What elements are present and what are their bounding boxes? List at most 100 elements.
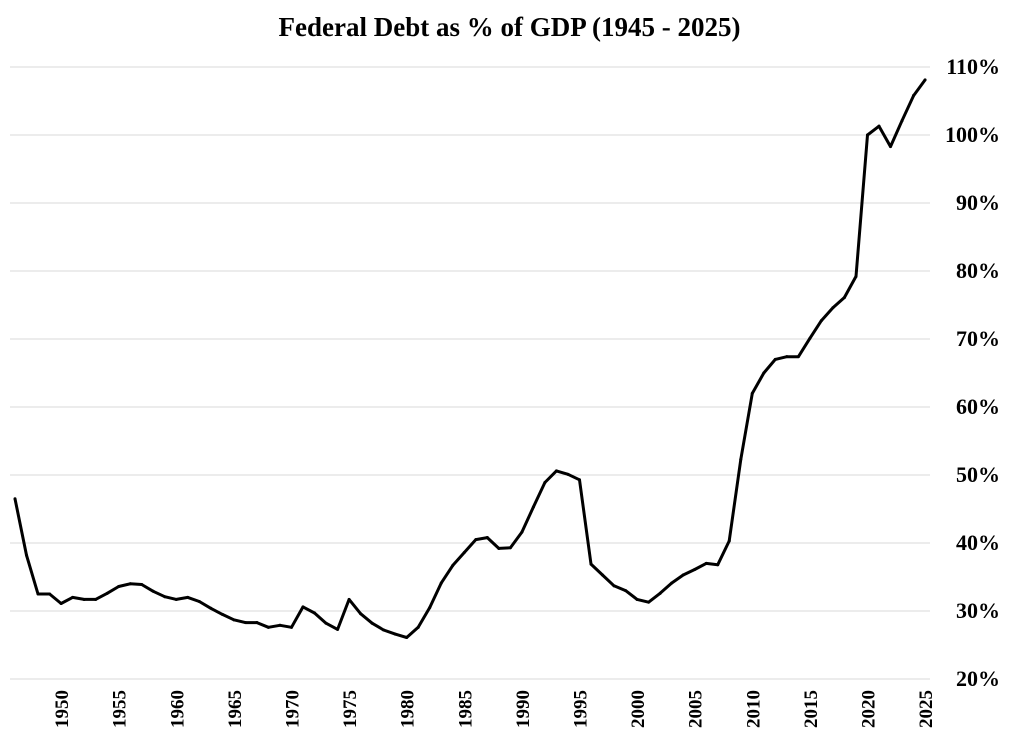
data-point-2009 xyxy=(739,457,743,461)
data-point-1992 xyxy=(543,480,547,484)
data-point-2022 xyxy=(889,145,893,149)
data-point-1995 xyxy=(577,478,581,482)
data-point-1973 xyxy=(324,621,328,625)
data-point-2025 xyxy=(923,78,927,82)
data-point-1985 xyxy=(462,551,466,555)
data-point-1987 xyxy=(485,536,489,540)
data-point-1988 xyxy=(497,546,501,550)
x-tick-label: 1970 xyxy=(282,690,303,728)
data-point-1991 xyxy=(531,505,535,509)
data-point-1980 xyxy=(405,636,409,640)
data-point-1999 xyxy=(624,589,628,593)
data-point-2024 xyxy=(912,94,916,98)
data-point-2023 xyxy=(900,119,904,123)
x-tick-label: 2000 xyxy=(628,690,649,728)
x-tick-label: 1995 xyxy=(570,690,591,728)
data-point-2020 xyxy=(865,133,869,137)
data-point-2016 xyxy=(819,319,823,323)
y-tick-label: 70% xyxy=(956,326,1000,351)
data-point-1951 xyxy=(71,595,75,599)
data-point-1965 xyxy=(232,618,236,622)
x-tick-label: 1950 xyxy=(52,690,73,728)
x-tick-label: 2015 xyxy=(801,690,822,728)
data-point-1964 xyxy=(220,612,224,616)
data-point-2014 xyxy=(796,355,800,359)
data-point-2010 xyxy=(750,391,754,395)
data-point-1961 xyxy=(186,595,190,599)
data-point-1998 xyxy=(612,584,616,588)
data-point-2003 xyxy=(670,581,674,585)
y-tick-label: 90% xyxy=(956,190,1000,215)
data-point-2012 xyxy=(773,357,777,361)
x-tick-label: 1975 xyxy=(340,690,361,728)
data-point-1957 xyxy=(140,582,144,586)
data-point-1986 xyxy=(474,538,478,542)
x-tick-label: 1955 xyxy=(110,690,131,728)
data-point-2018 xyxy=(842,296,846,300)
data-point-1963 xyxy=(209,606,213,610)
data-point-1953 xyxy=(94,597,98,601)
x-tick-label: 2025 xyxy=(916,690,937,728)
y-tick-label: 40% xyxy=(956,530,1000,555)
y-tick-label: 110% xyxy=(946,54,1000,79)
y-tick-label: 50% xyxy=(956,462,1000,487)
data-point-1950 xyxy=(59,602,63,606)
data-point-2005 xyxy=(693,568,697,572)
chart-title: Federal Debt as % of GDP (1945 - 2025) xyxy=(278,12,741,42)
data-point-1955 xyxy=(117,585,121,589)
data-point-1994 xyxy=(566,472,570,476)
data-point-1966 xyxy=(243,621,247,625)
x-tick-label: 1990 xyxy=(513,690,534,728)
x-tick-label: 2020 xyxy=(858,690,879,728)
y-tick-label: 80% xyxy=(956,258,1000,283)
data-point-1981 xyxy=(416,625,420,629)
y-tick-label: 60% xyxy=(956,394,1000,419)
data-point-2002 xyxy=(658,591,662,595)
data-point-2001 xyxy=(647,600,651,604)
data-point-2007 xyxy=(716,563,720,567)
data-point-2015 xyxy=(808,336,812,340)
data-point-2000 xyxy=(635,597,639,601)
x-tick-label: 2010 xyxy=(743,690,764,728)
x-tick-label: 1960 xyxy=(167,690,188,728)
data-point-1984 xyxy=(451,563,455,567)
y-tick-label: 20% xyxy=(956,666,1000,691)
data-point-1996 xyxy=(589,562,593,566)
data-point-1949 xyxy=(48,592,52,596)
x-tick-label: 1965 xyxy=(225,690,246,728)
data-point-1959 xyxy=(163,595,167,599)
data-point-1972 xyxy=(313,611,317,615)
x-tick-label: 1980 xyxy=(398,690,419,728)
data-point-1947 xyxy=(25,553,29,557)
data-point-1967 xyxy=(255,621,259,625)
data-point-1969 xyxy=(278,623,282,627)
data-point-2004 xyxy=(681,573,685,577)
data-point-1954 xyxy=(105,591,109,595)
data-point-1977 xyxy=(370,621,374,625)
data-point-1993 xyxy=(554,469,558,473)
data-point-1982 xyxy=(428,606,432,610)
y-tick-label: 100% xyxy=(945,122,1000,147)
data-point-1962 xyxy=(197,599,201,603)
data-point-1989 xyxy=(508,546,512,550)
data-point-1971 xyxy=(301,605,305,609)
data-point-2017 xyxy=(831,306,835,310)
data-point-2021 xyxy=(877,124,881,128)
data-point-1948 xyxy=(36,592,40,596)
data-point-1958 xyxy=(151,589,155,593)
data-point-1990 xyxy=(520,530,524,534)
data-point-1979 xyxy=(393,632,397,636)
data-point-2013 xyxy=(785,355,789,359)
data-point-1946 xyxy=(13,497,17,501)
data-point-1997 xyxy=(601,573,605,577)
data-point-2011 xyxy=(762,371,766,375)
data-point-2008 xyxy=(727,539,731,543)
data-point-1956 xyxy=(128,582,132,586)
data-point-1968 xyxy=(266,625,270,629)
x-tick-label: 1985 xyxy=(455,690,476,728)
data-point-1978 xyxy=(382,628,386,632)
data-point-1983 xyxy=(439,581,443,585)
debt-line-series xyxy=(13,79,927,639)
data-point-1970 xyxy=(289,625,293,629)
